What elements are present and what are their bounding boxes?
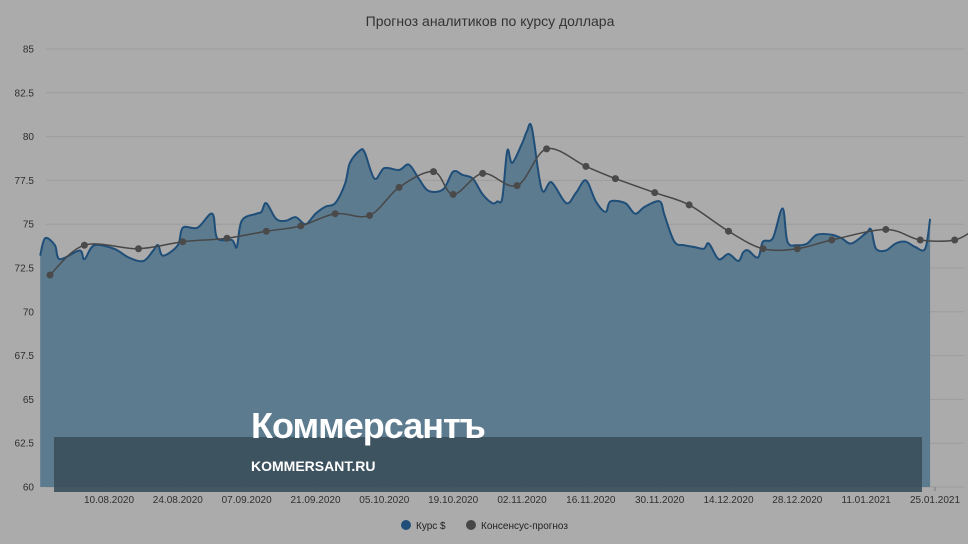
consensus-point[interactable] [828,236,836,244]
x-tick-label: 16.11.2020 [566,495,616,506]
consensus-point[interactable] [882,225,890,233]
consensus-point[interactable] [611,175,619,183]
legend-item-consensus[interactable]: Консенсус-прогноз [466,520,568,532]
x-tick-label: 02.11.2020 [497,495,547,506]
consensus-point[interactable] [582,162,590,170]
x-tick-label: 21.09.2020 [290,495,340,506]
y-tick-label: 80 [23,132,35,143]
consensus-point[interactable] [951,236,959,244]
consensus-point[interactable] [449,190,457,198]
legend-consensus-marker [466,520,476,530]
x-tick-label: 05.10.2020 [359,495,409,506]
x-tick-label: 30.11.2020 [635,495,685,506]
rate-area-series [39,122,932,488]
consensus-point[interactable] [513,182,521,190]
x-tick-label: 24.08.2020 [153,495,203,506]
consensus-point[interactable] [331,210,339,218]
y-tick-label: 72.5 [15,264,35,275]
y-tick-label: 65 [23,395,35,406]
x-tick-label: 28.12.2020 [772,495,822,506]
y-tick-label: 75 [23,220,35,231]
consensus-point[interactable] [395,183,403,191]
consensus-point[interactable] [223,234,231,242]
rate-line [39,122,932,263]
watermark-band [54,437,922,492]
y-axis: 60 62.5 65 67.5 70 72.5 75 77.5 80 82.5 85 [15,45,35,494]
legend-consensus-label: Консенсус-прогноз [481,521,568,532]
consensus-point[interactable] [916,236,924,244]
x-tick-label: 07.09.2020 [222,495,272,506]
consensus-point[interactable] [479,169,487,177]
watermark-url: KOMMERSANT.RU [251,458,375,474]
consensus-point[interactable] [262,227,270,235]
legend-rate-marker [401,520,411,530]
consensus-point[interactable] [793,245,801,253]
chart-title: Прогноз аналитиков по курсу доллара [366,13,615,29]
consensus-point[interactable] [759,245,767,253]
consensus-point[interactable] [80,241,88,249]
consensus-point[interactable] [685,201,693,209]
x-tick-label: 10.08.2020 [84,495,134,506]
consensus-point[interactable] [366,211,374,219]
watermark: Коммерсантъ KOMMERSANT.RU [54,405,922,492]
consensus-point[interactable] [179,238,187,246]
x-tick-label: 14.12.2020 [703,495,753,506]
consensus-point[interactable] [297,222,305,230]
y-tick-label: 82.5 [15,88,35,99]
consensus-series [46,145,968,279]
y-tick-label: 70 [23,307,35,318]
rate-area-fill [40,123,931,488]
legend[interactable]: Курс $ Консенсус-прогноз [401,520,568,532]
legend-rate-label: Курс $ [416,521,446,532]
consensus-point[interactable] [651,189,659,197]
x-axis: 10.08.2020 24.08.2020 07.09.2020 21.09.2020… [84,487,960,506]
consensus-point[interactable] [46,271,54,279]
x-tick-label: 11.01.2021 [842,495,892,506]
y-tick-label: 67.5 [15,351,35,362]
consensus-point[interactable] [135,245,142,253]
consensus-point[interactable] [430,168,437,176]
x-tick-label: 19.10.2020 [428,495,478,506]
y-tick-label: 85 [23,45,35,56]
consensus-point[interactable] [543,145,551,153]
y-tick-label: 77.5 [15,176,35,187]
watermark-brand: Коммерсантъ [251,405,485,446]
y-tick-label: 60 [23,483,35,494]
y-tick-label: 62.5 [15,439,35,450]
consensus-point[interactable] [725,227,732,235]
legend-item-rate[interactable]: Курс $ [401,520,446,532]
x-tick-label: 25.01.2021 [910,495,960,506]
